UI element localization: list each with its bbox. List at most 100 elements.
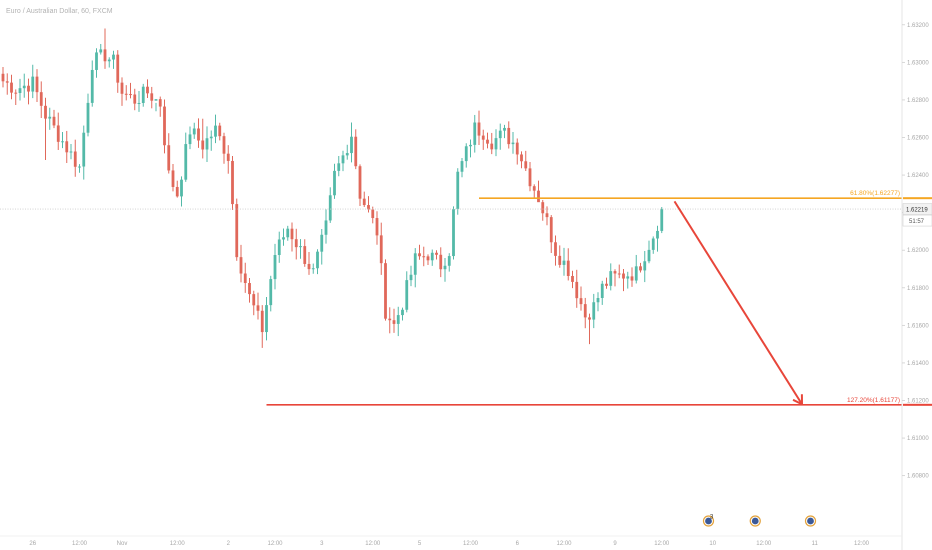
candle[interactable] xyxy=(605,277,608,289)
candle[interactable] xyxy=(575,269,579,308)
candle[interactable] xyxy=(99,43,103,55)
candle[interactable] xyxy=(384,259,387,321)
candle[interactable] xyxy=(498,123,502,150)
candle[interactable] xyxy=(299,239,302,259)
candle[interactable] xyxy=(260,305,264,348)
candle[interactable] xyxy=(647,240,651,264)
candle[interactable] xyxy=(350,122,353,163)
candle[interactable] xyxy=(503,124,506,139)
candle[interactable] xyxy=(235,198,239,261)
candle[interactable] xyxy=(362,191,366,207)
candle[interactable] xyxy=(218,122,222,141)
candle[interactable] xyxy=(481,129,485,150)
candle[interactable] xyxy=(456,168,460,215)
candle[interactable] xyxy=(214,114,217,144)
candle[interactable] xyxy=(630,267,634,287)
candle[interactable] xyxy=(90,60,94,107)
candle[interactable] xyxy=(571,270,574,289)
candle[interactable] xyxy=(52,109,56,129)
candle[interactable] xyxy=(44,97,47,161)
candle[interactable] xyxy=(435,250,438,260)
candle[interactable] xyxy=(656,225,659,252)
candle[interactable] xyxy=(392,308,396,333)
candle[interactable] xyxy=(401,307,404,321)
candle[interactable] xyxy=(39,81,43,119)
candle[interactable] xyxy=(294,228,298,260)
candle[interactable] xyxy=(388,307,392,334)
candle[interactable] xyxy=(579,286,583,311)
candle[interactable] xyxy=(358,164,362,207)
candle[interactable] xyxy=(120,77,124,106)
candle[interactable] xyxy=(592,293,596,329)
candle[interactable] xyxy=(290,222,294,252)
candle[interactable] xyxy=(507,121,511,149)
candle[interactable] xyxy=(562,247,566,276)
candle[interactable] xyxy=(396,306,400,337)
candle[interactable] xyxy=(532,184,536,198)
candle[interactable] xyxy=(252,290,256,316)
candle[interactable] xyxy=(596,292,600,312)
candle[interactable] xyxy=(31,64,35,99)
candle[interactable] xyxy=(426,254,430,265)
candle[interactable] xyxy=(163,99,166,154)
candle[interactable] xyxy=(660,207,664,234)
candle[interactable] xyxy=(545,206,549,226)
candle[interactable] xyxy=(328,187,332,223)
candle[interactable] xyxy=(477,110,481,146)
candle[interactable] xyxy=(137,91,141,112)
candle[interactable] xyxy=(643,250,647,283)
candle[interactable] xyxy=(69,143,73,160)
candle[interactable] xyxy=(549,215,553,254)
candle[interactable] xyxy=(158,96,162,117)
candle[interactable] xyxy=(243,262,247,293)
candle[interactable] xyxy=(418,244,421,260)
candle[interactable] xyxy=(524,150,528,172)
candle[interactable] xyxy=(307,252,311,275)
candle[interactable] xyxy=(175,180,179,198)
candle[interactable] xyxy=(600,280,604,305)
candle[interactable] xyxy=(146,79,149,99)
candle[interactable] xyxy=(205,126,209,163)
candle[interactable] xyxy=(379,222,383,275)
candle[interactable] xyxy=(222,132,226,164)
candle[interactable] xyxy=(354,129,358,170)
candle[interactable] xyxy=(515,138,519,165)
candle[interactable] xyxy=(154,99,158,112)
candle[interactable] xyxy=(82,125,86,180)
candle[interactable] xyxy=(112,50,115,69)
candle[interactable] xyxy=(129,82,132,99)
candle[interactable] xyxy=(405,271,409,313)
candle[interactable] xyxy=(588,313,591,345)
candle[interactable] xyxy=(14,89,18,105)
candle[interactable] xyxy=(494,129,498,157)
candle[interactable] xyxy=(558,245,562,268)
candle[interactable] xyxy=(18,78,22,101)
candle[interactable] xyxy=(73,139,77,177)
candle[interactable] xyxy=(197,118,200,148)
candle[interactable] xyxy=(554,235,557,266)
candle[interactable] xyxy=(239,244,243,283)
candle[interactable] xyxy=(422,246,426,267)
candle[interactable] xyxy=(171,164,175,192)
candle[interactable] xyxy=(226,145,230,174)
candle[interactable] xyxy=(61,132,64,149)
candle[interactable] xyxy=(303,239,307,267)
candle[interactable] xyxy=(265,296,268,341)
candle[interactable] xyxy=(311,263,315,274)
candle[interactable] xyxy=(375,211,379,245)
candle[interactable] xyxy=(103,28,107,69)
candle[interactable] xyxy=(78,164,81,173)
candle[interactable] xyxy=(490,132,494,155)
candle[interactable] xyxy=(184,132,188,182)
candle[interactable] xyxy=(486,132,489,149)
candle[interactable] xyxy=(231,155,234,210)
candle[interactable] xyxy=(528,162,532,192)
candle[interactable] xyxy=(447,253,451,272)
candle[interactable] xyxy=(188,126,192,150)
candle[interactable] xyxy=(583,297,587,329)
candle[interactable] xyxy=(201,118,205,159)
candle[interactable] xyxy=(413,248,417,288)
candle[interactable] xyxy=(316,249,319,275)
candle[interactable] xyxy=(473,114,477,153)
candle[interactable] xyxy=(116,50,120,93)
